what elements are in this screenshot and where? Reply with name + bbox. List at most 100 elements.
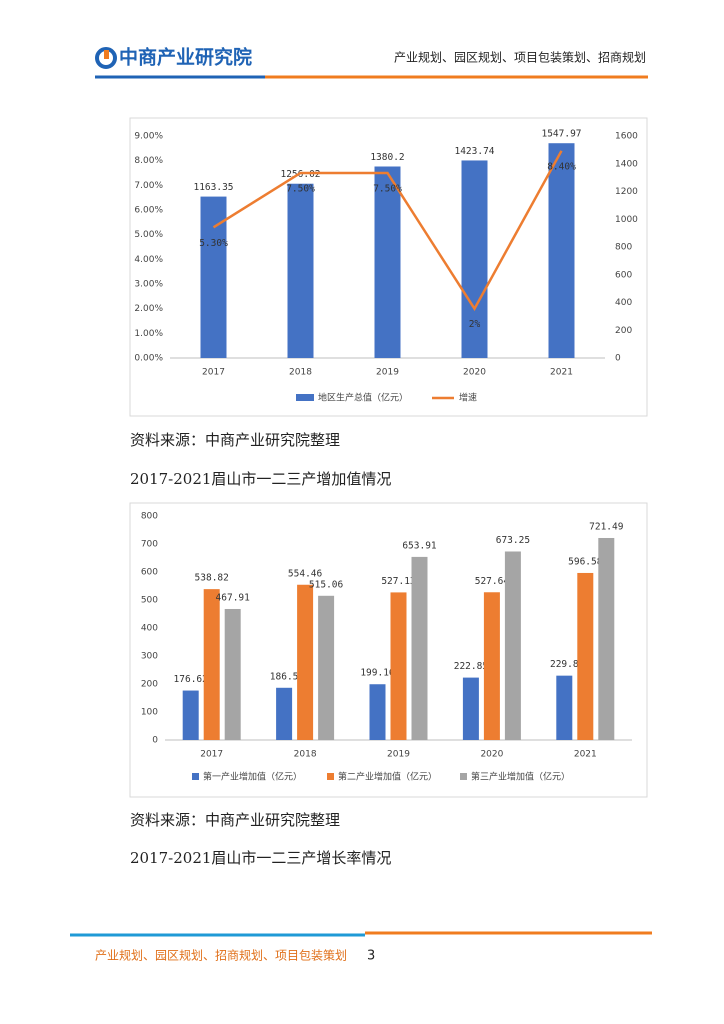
x-tick-label: 2018 xyxy=(294,750,317,760)
bar xyxy=(200,196,227,358)
bar xyxy=(462,677,479,740)
y-tick-label: 500 xyxy=(141,596,158,606)
bar xyxy=(297,584,314,740)
page-number: 3 xyxy=(367,949,375,964)
data-label: 222.85 xyxy=(454,661,488,672)
legend-swatch xyxy=(296,394,314,401)
caption: 2017-2021眉山市一二三产增长率情况 xyxy=(130,849,391,867)
bar xyxy=(598,537,615,740)
y2-tick-label: 1000 xyxy=(615,215,638,225)
data-label: 527.64 xyxy=(475,576,510,587)
y-tick-label: 300 xyxy=(141,652,158,662)
data-label: 1423.74 xyxy=(454,146,494,157)
header-tagline: 产业规划、园区规划、项目包装策划、招商规划 xyxy=(394,50,646,65)
y-tick-label: 7.00% xyxy=(134,181,163,191)
y-tick-label: 700 xyxy=(141,540,158,550)
data-label: 538.82 xyxy=(195,573,229,584)
y-tick-label: 800 xyxy=(141,512,158,522)
data-label: 527.13 xyxy=(381,576,415,587)
y-tick-label: 8.00% xyxy=(134,156,163,166)
y-tick-label: 1.00% xyxy=(134,329,163,339)
data-label: 721.49 xyxy=(589,521,624,532)
y2-tick-label: 0 xyxy=(615,354,621,364)
data-label: 8.40% xyxy=(547,161,576,172)
y2-tick-label: 600 xyxy=(615,270,632,280)
x-tick-label: 2017 xyxy=(200,750,223,760)
legend-label: 第一产业增加值（亿元） xyxy=(203,771,302,783)
data-label: 1547.97 xyxy=(541,129,581,140)
data-label: 1163.35 xyxy=(193,182,233,193)
chart-frame xyxy=(129,502,648,798)
data-label: 653.91 xyxy=(402,540,437,551)
bar xyxy=(390,592,407,740)
data-label: 176.62 xyxy=(174,674,208,685)
data-label: 2% xyxy=(469,319,481,330)
data-label: 7.50% xyxy=(373,184,402,195)
x-tick-label: 2018 xyxy=(289,368,312,378)
data-label: 186.5 xyxy=(270,671,299,682)
data-label: 596.58 xyxy=(568,556,603,567)
x-tick-label: 2020 xyxy=(463,368,486,378)
y-tick-label: 400 xyxy=(141,624,158,634)
y2-tick-label: 200 xyxy=(615,326,632,336)
y-tick-label: 100 xyxy=(141,708,158,718)
bar xyxy=(182,690,199,740)
data-label: 229.8 xyxy=(550,659,579,670)
y-tick-label: 600 xyxy=(141,568,158,578)
legend-swatch xyxy=(192,773,199,780)
y-tick-label: 2.00% xyxy=(134,304,163,314)
data-label: 554.46 xyxy=(288,568,323,579)
line xyxy=(212,150,563,312)
bar xyxy=(276,687,293,740)
x-tick-label: 2021 xyxy=(550,368,573,378)
data-label: 673.25 xyxy=(496,535,530,546)
logo-icon xyxy=(95,47,117,69)
data-label: 467.91 xyxy=(216,592,251,603)
bar xyxy=(556,675,573,740)
source-note: 资料来源：中商产业研究院整理 xyxy=(130,431,340,449)
data-label: 1256.02 xyxy=(280,169,320,180)
data-label: 7.50% xyxy=(286,184,315,195)
bar xyxy=(287,183,314,358)
bar xyxy=(577,572,594,740)
bar xyxy=(504,551,521,740)
y-tick-label: 5.00% xyxy=(134,230,163,240)
source-note: 资料来源：中商产业研究院整理 xyxy=(130,811,340,829)
data-label: 199.16 xyxy=(360,668,395,679)
y-tick-label: 9.00% xyxy=(134,132,163,142)
legend-label: 增速 xyxy=(459,392,477,404)
legend-label: 第二产业增加值（亿元） xyxy=(338,771,437,783)
data-label: 515.06 xyxy=(309,579,344,590)
bar xyxy=(411,556,428,740)
legend-swatch xyxy=(327,773,334,780)
data-label: 1380.2 xyxy=(370,152,404,163)
logo-text: 中商产业研究院 xyxy=(119,46,252,69)
y2-tick-label: 400 xyxy=(615,298,632,308)
y-tick-label: 6.00% xyxy=(134,206,163,216)
y2-tick-label: 1400 xyxy=(615,159,638,169)
bar xyxy=(203,589,220,740)
data-label: 5.30% xyxy=(199,238,228,249)
legend-swatch xyxy=(460,773,467,780)
x-tick-label: 2021 xyxy=(574,750,597,760)
y-tick-label: 0.00% xyxy=(134,354,163,364)
y2-tick-label: 1200 xyxy=(615,187,638,197)
y-tick-label: 200 xyxy=(141,680,158,690)
x-tick-label: 2020 xyxy=(480,750,503,760)
y2-tick-label: 800 xyxy=(615,243,632,253)
legend-label: 第三产业增加值（亿元） xyxy=(471,771,570,783)
bar xyxy=(461,160,488,358)
x-tick-label: 2017 xyxy=(202,368,225,378)
x-tick-label: 2019 xyxy=(387,750,410,760)
y2-tick-label: 1600 xyxy=(615,132,638,142)
bar xyxy=(483,592,500,740)
footer-text: 产业规划、园区规划、招商规划、项目包装策划 xyxy=(95,948,347,963)
logo-icon-accent xyxy=(104,50,109,59)
y-tick-label: 4.00% xyxy=(134,255,163,265)
legend-label: 地区生产总值（亿元） xyxy=(318,392,408,404)
bar xyxy=(318,595,335,740)
y-tick-label: 0 xyxy=(152,736,158,746)
x-tick-label: 2019 xyxy=(376,368,399,378)
